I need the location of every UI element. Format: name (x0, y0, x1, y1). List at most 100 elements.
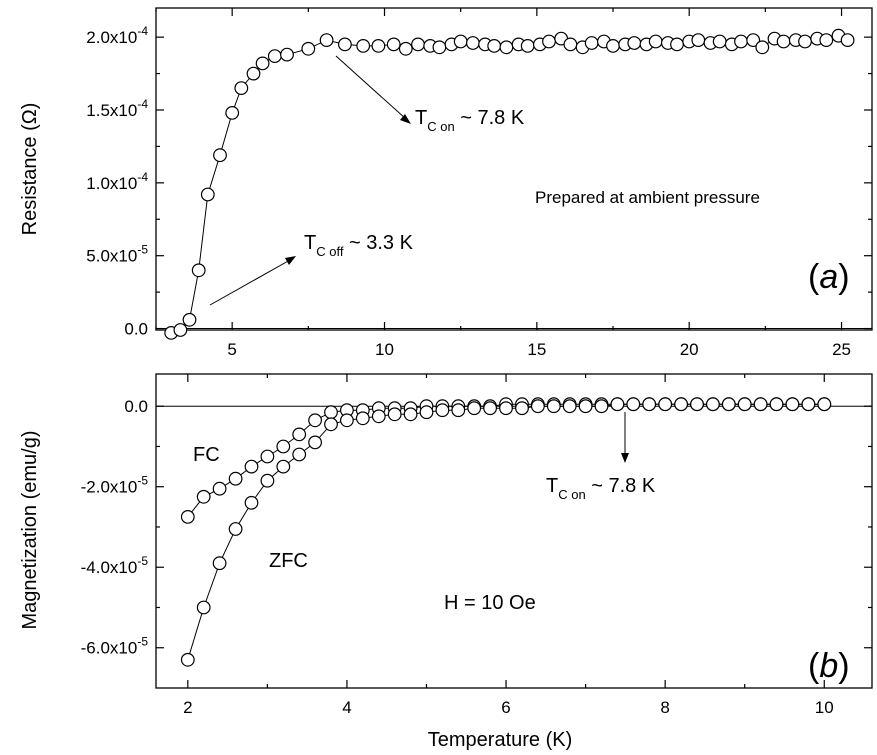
panel-a-label: (a) (808, 258, 850, 296)
b-series-1-point (753, 397, 768, 412)
b-series-0-point (212, 481, 227, 496)
a-series-0-point (200, 187, 215, 202)
a-series-0-point (225, 105, 240, 120)
b-series-1-point (769, 397, 784, 412)
a-series-0-point (301, 41, 316, 56)
a-series-0-point (173, 323, 188, 337)
a-x-tick-label: 10 (375, 340, 394, 359)
a-series-0-point (234, 81, 249, 95)
b-series-1-point (228, 522, 243, 536)
tc-off-arrowhead-a (285, 256, 296, 265)
a-x-tick-label: 5 (227, 340, 236, 359)
panel-a-plot-area (155, 7, 873, 331)
a-series-0-point (819, 33, 834, 47)
a-y-tick-label: 2.0x10-4 (86, 24, 148, 47)
a-series-0-point (267, 49, 282, 63)
a-series-0-point (520, 39, 535, 53)
tc-on-annotation-b: TC on ~ 7.8 K (546, 475, 656, 502)
a-series-0-point (246, 66, 261, 81)
b-series-1-point (355, 411, 370, 426)
b-y-tick-label: -2.0x10-5 (81, 474, 149, 497)
b-series-1-point (419, 405, 434, 420)
b-x-tick-label: 6 (501, 698, 510, 717)
b-x-tick-label: 10 (815, 698, 834, 717)
b-series-1-point (260, 473, 275, 488)
a-series-0-point (648, 34, 663, 49)
a-series-0-point (691, 33, 706, 47)
tc-off-annotation-a: TC off ~ 3.3 K (304, 232, 414, 259)
panel-a-x-ticks: 5 10 15 20 25 (155, 8, 851, 359)
b-series-1-point (324, 417, 338, 432)
zfc-label: ZFC (269, 550, 308, 572)
a-series-0-point (386, 37, 401, 52)
tc-off-arrow-a (209, 259, 291, 306)
a-series-0-point (542, 34, 556, 49)
a-series-0-point (280, 47, 294, 62)
b-y-tick-label: 0.0 (124, 397, 148, 416)
a-series-0-point (191, 263, 206, 278)
b-series-0-point (292, 427, 307, 442)
a-series-0-point (627, 36, 642, 50)
a-series-0-line (171, 35, 848, 334)
panel-a-y-ticks: 0.0 5.0x10-5 1.0x10-4 1.5x10-4 2.0x10-4 (86, 24, 872, 339)
a-series-0-point (432, 40, 447, 55)
b-series-1-point (817, 397, 832, 412)
a-series-0-point (411, 37, 425, 52)
b-series-1-point (499, 401, 513, 416)
panel-b-magnetization: 2 4 6 8 10 0.0 -2.0x10-5 -4.0x10-5 -6.0x10-5 Ma… (19, 373, 873, 751)
a-series-0-point (398, 41, 413, 56)
a-series-0-point (499, 40, 514, 55)
b-series-1-point (531, 399, 545, 414)
b-y-tick-label: -6.0x10-5 (81, 635, 149, 658)
a-series-0-point (182, 312, 197, 327)
b-series-1-point (308, 435, 323, 450)
b-series-0-point (196, 489, 211, 504)
a-series-0-point (371, 39, 386, 53)
field-annotation: H = 10 Oe (444, 592, 536, 614)
b-series-1-point (674, 397, 688, 412)
a-series-0-point (356, 39, 371, 53)
b-series-1-point (292, 447, 307, 462)
panel-b-label: (b) (808, 647, 850, 685)
b-series-1-point (658, 397, 673, 412)
panel-a-series (164, 28, 855, 340)
b-series-0-point (324, 405, 338, 420)
tc-on-annotation-a: TC on ~ 7.8 K (415, 107, 525, 134)
b-x-tick-label: 8 (660, 698, 669, 717)
b-series-1-point (546, 399, 561, 414)
panel-b-series (180, 397, 832, 667)
a-series-0-point (319, 33, 334, 47)
a-series-0-point (338, 37, 352, 52)
b-series-1-point (483, 401, 498, 416)
a-series-0-point (776, 34, 791, 49)
a-y-tick-label: 1.5x10-4 (86, 97, 148, 120)
a-series-0-point (466, 36, 480, 50)
b-series-0-point (244, 459, 259, 474)
b-series-1-point (451, 403, 466, 418)
b-series-1-point (737, 397, 752, 412)
panel-a-y-axis-title: Resistance (Ω) (19, 103, 41, 236)
b-series-1-point (387, 407, 402, 422)
b-series-1-point (467, 401, 482, 416)
a-series-0-point (453, 34, 468, 49)
b-series-1-point (801, 397, 816, 412)
fc-label: FC (193, 444, 220, 466)
x-axis-title: Temperature (K) (428, 729, 573, 751)
b-series-1-point (276, 459, 291, 474)
b-series-1-point (371, 409, 386, 424)
a-series-0-point (798, 34, 812, 49)
panel-b-y-axis-title: Magnetization (emu/g) (19, 431, 41, 630)
panel-b-y-ticks: 0.0 -2.0x10-5 -4.0x10-5 -6.0x10-5 (81, 397, 872, 658)
b-series-1-point (196, 600, 211, 615)
b-series-1-point (610, 397, 625, 412)
a-y-tick-label: 5.0x10-5 (86, 243, 148, 266)
b-series-1-point (594, 399, 609, 414)
b-series-1-point (244, 495, 259, 510)
b-y-tick-label: -4.0x10-5 (81, 554, 149, 577)
b-series-1-point (180, 652, 195, 667)
a-series-0-point (487, 39, 502, 53)
a-series-0-point (563, 37, 578, 52)
b-series-1-point (340, 413, 354, 428)
panel-b-x-ticks: 2 4 6 8 10 (183, 374, 834, 717)
